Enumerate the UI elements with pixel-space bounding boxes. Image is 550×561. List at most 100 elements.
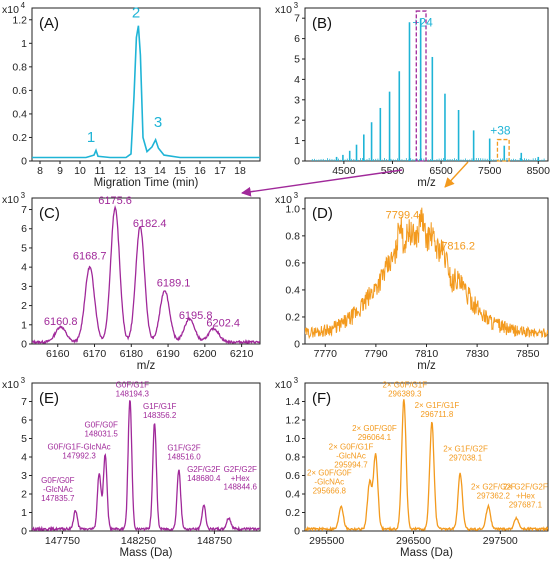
connector-arrow-to-panel-c — [241, 169, 403, 197]
x-tick-label: 8500 — [527, 165, 550, 177]
series-d — [305, 207, 548, 340]
y-tick-label: 0 — [294, 156, 300, 168]
peak-annotation: G2F/G2F 148680.4 — [187, 465, 221, 483]
y-tick-label: 7 — [294, 13, 300, 25]
x-tick-label: 10 — [74, 165, 86, 177]
peak-annotation: 6189.1 — [157, 277, 191, 289]
plot-frame — [31, 197, 261, 345]
axis-exponent-power: 3 — [294, 1, 299, 10]
x-tick-label: 297500 — [483, 535, 518, 547]
x-tick-label: 7850 — [516, 348, 540, 360]
x-tick-label: 4500 — [332, 165, 356, 177]
y-tick-label: 6 — [21, 415, 27, 427]
plot-frame — [304, 7, 549, 162]
x-tick-label: 7810 — [415, 348, 439, 360]
y-tick-label: 0 — [21, 526, 27, 538]
x-axis-label: m/z — [137, 360, 156, 372]
panel-label: (D) — [312, 205, 333, 222]
y-tick-label: 5 — [21, 433, 27, 445]
x-tick-label: 17 — [214, 165, 226, 177]
peak-annotation: G1F/G2F 148516.0 — [167, 444, 201, 462]
y-tick-label: 1.0 — [285, 203, 300, 215]
y-tick-label: 4 — [21, 452, 27, 464]
y-tick-label: 1 — [21, 319, 27, 331]
axis-exponent: x10 — [275, 4, 292, 16]
x-tick-label: 148750 — [197, 535, 232, 547]
y-tick-label: 6 — [21, 223, 27, 235]
peak-annotation: 2× G2F/G2F 297362.2 — [471, 482, 516, 500]
y-tick-label: 1 — [21, 507, 27, 519]
axis-exponent: x10 — [275, 194, 292, 206]
x-tick-label: 6500 — [429, 165, 453, 177]
y-tick-label: 6 — [294, 33, 300, 45]
selection-box-plus38 — [496, 138, 510, 162]
x-tick-label: 7770 — [314, 348, 338, 360]
y-tick-label: 0 — [21, 156, 27, 168]
peak-annotation: 1 — [87, 129, 95, 146]
y-tick-label: 1.4 — [285, 396, 300, 408]
peak-annotation: G2F/G2F +Hex 148844.6 — [224, 465, 258, 492]
y-tick-label: 0.4 — [12, 108, 27, 120]
series-e — [32, 400, 260, 531]
y-tick-label: 0 — [294, 526, 300, 538]
x-tick-label: 296500 — [396, 535, 431, 547]
spectrum-line — [305, 399, 548, 531]
y-tick-label: 2 — [21, 300, 27, 312]
x-axis-label: Mass (Da) — [400, 547, 453, 559]
x-tick-label: 9 — [57, 165, 63, 177]
axis-exponent-power: 3 — [294, 376, 299, 385]
peak-annotation: 2× G1F/G1F 296711.8 — [415, 401, 460, 419]
peak-annotation: 2× G0F/G1F 296389.3 — [382, 381, 427, 399]
x-tick-label: 16 — [194, 165, 206, 177]
y-tick-label: 0 — [294, 339, 300, 351]
y-tick-label: 1 — [21, 38, 27, 50]
x-tick-label: 12 — [114, 165, 126, 177]
peak-annotation: +24 — [412, 15, 433, 29]
y-tick-label: 2 — [294, 115, 300, 127]
panel-label: (B) — [312, 15, 332, 32]
y-tick-label: 0.8 — [285, 230, 300, 242]
axis-exponent-power: 3 — [294, 191, 299, 200]
series-c — [32, 205, 260, 344]
peak-annotation: 2× G0F/G0F 296064.1 — [352, 424, 397, 442]
x-tick-label: 7790 — [364, 348, 388, 360]
peak-annotation: 7816.2 — [441, 240, 475, 252]
x-tick-label: 295500 — [309, 535, 344, 547]
panel-label: (A) — [39, 15, 59, 32]
spectrum-line — [32, 205, 260, 344]
x-axis-label: Migration Time (min) — [94, 177, 199, 189]
peak-annotation: 6182.4 — [133, 218, 167, 230]
peak-annotation: +38 — [490, 123, 511, 137]
series-b — [311, 18, 545, 161]
axis-exponent: x10 — [275, 379, 292, 391]
x-tick-label: 11 — [95, 165, 106, 177]
panel-label: (F) — [312, 390, 331, 407]
x-tick-label: 7830 — [465, 348, 489, 360]
y-tick-label: 0.6 — [285, 470, 300, 482]
peak-annotation: 6202.4 — [206, 318, 240, 330]
x-tick-label: 6190 — [156, 348, 180, 360]
peak-annotation: G0F/G1F-GlcNAc 147992.3 — [48, 443, 111, 461]
peak-annotation: 6160.8 — [44, 316, 78, 328]
series-a — [32, 25, 260, 159]
spectrum-line — [305, 207, 548, 340]
y-tick-label: 7 — [21, 204, 27, 216]
y-tick-label: 1.0 — [285, 433, 300, 445]
peak-annotation: G0F/G0F 148031.5 — [84, 420, 118, 438]
y-tick-label: 5 — [294, 54, 300, 66]
peak-annotation: G1F/G1F 148356.2 — [143, 402, 177, 420]
y-tick-label: 5 — [21, 242, 27, 254]
y-tick-label: 0.6 — [285, 257, 300, 269]
y-tick-label: 1.2 — [12, 14, 27, 26]
y-tick-label: 0.2 — [12, 132, 27, 144]
peak-annotation: 2× G2F/G2F +Hex 297687.1 — [503, 482, 548, 509]
chart-panel-f: 295500 296500 297500 0 0.2 0.4 0.6 0.8 1.0 1.2 1.4… — [275, 376, 549, 559]
x-tick-label: 6180 — [120, 348, 144, 360]
chart-panel-a: 8 9 10 11 12 13 14 15 16 17 1800.20.40.60.811.2x10… — [2, 1, 261, 189]
x-axis-label: m/z — [417, 360, 436, 372]
y-tick-label: 0.4 — [285, 489, 300, 501]
panel-label: (C) — [39, 205, 60, 222]
x-tick-label: 148250 — [121, 535, 156, 547]
